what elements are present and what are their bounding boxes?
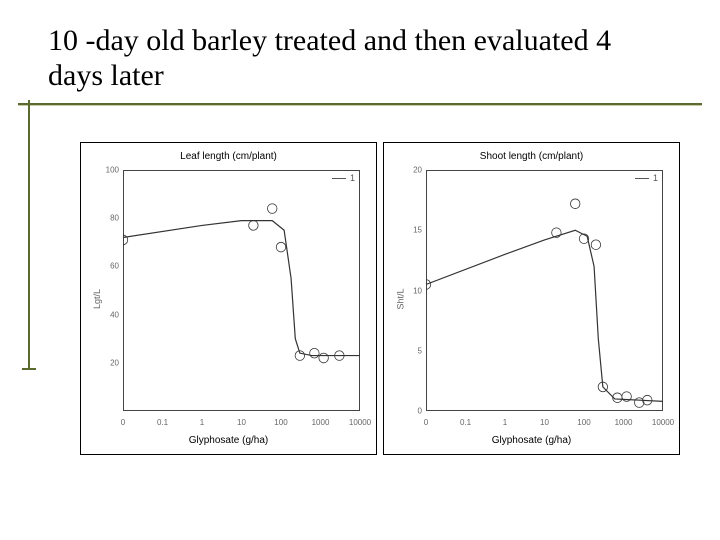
page-title: 10 -day old barley treated and then eval…: [48, 24, 672, 93]
plot-area: Lgt/L 1 00.111010010001000020406080100: [81, 164, 376, 433]
panel-title: Leaf length (cm/plant): [81, 143, 376, 164]
x-tick: 10000: [349, 418, 371, 427]
y-axis-label: Lgt/L: [92, 288, 102, 308]
x-axis-label: Glyphosate (g/ha): [384, 433, 679, 454]
y-tick: 15: [408, 226, 422, 235]
slide: 10 -day old barley treated and then eval…: [0, 0, 720, 540]
x-tick: 10: [540, 418, 549, 427]
plot-svg: [426, 170, 663, 411]
panel-title: Shoot length (cm/plant): [384, 143, 679, 164]
panel-shoot: Shoot length (cm/plant) Sht/L 1 00.11101…: [383, 142, 680, 455]
x-tick: 1: [503, 418, 507, 427]
y-tick: 10: [408, 286, 422, 295]
plot-svg: [123, 170, 360, 411]
y-tick: 60: [105, 262, 119, 271]
side-rule-vertical: [28, 100, 30, 370]
y-tick: 5: [408, 346, 422, 355]
x-tick: 10000: [652, 418, 674, 427]
y-tick: 20: [105, 358, 119, 367]
x-tick: 0: [424, 418, 428, 427]
y-tick: 40: [105, 310, 119, 319]
panel-leaf: Leaf length (cm/plant) Lgt/L 1 00.111010…: [80, 142, 377, 455]
y-axis-label: Sht/L: [396, 288, 406, 309]
y-tick: 20: [408, 166, 422, 175]
x-tick: 0.1: [460, 418, 471, 427]
x-tick: 1000: [615, 418, 633, 427]
x-tick: 100: [274, 418, 287, 427]
charts-row: Leaf length (cm/plant) Lgt/L 1 0 0.1 1 10 10…: [80, 142, 680, 455]
title-rule: [18, 103, 702, 106]
x-tick: 1: [200, 418, 204, 427]
side-rule-horizontal: [22, 368, 36, 370]
x-tick: 1000: [312, 418, 330, 427]
plot-area: Sht/L 1 00.111010010001000005101520: [384, 164, 679, 433]
y-tick: 80: [105, 214, 119, 223]
y-tick: 100: [105, 166, 119, 175]
x-tick: 0.1: [157, 418, 168, 427]
y-tick: 0: [408, 407, 422, 416]
x-tick: 0: [121, 418, 125, 427]
x-axis-label: Glyphosate (g/ha): [81, 433, 376, 454]
x-tick: 10: [237, 418, 246, 427]
x-tick: 100: [577, 418, 590, 427]
